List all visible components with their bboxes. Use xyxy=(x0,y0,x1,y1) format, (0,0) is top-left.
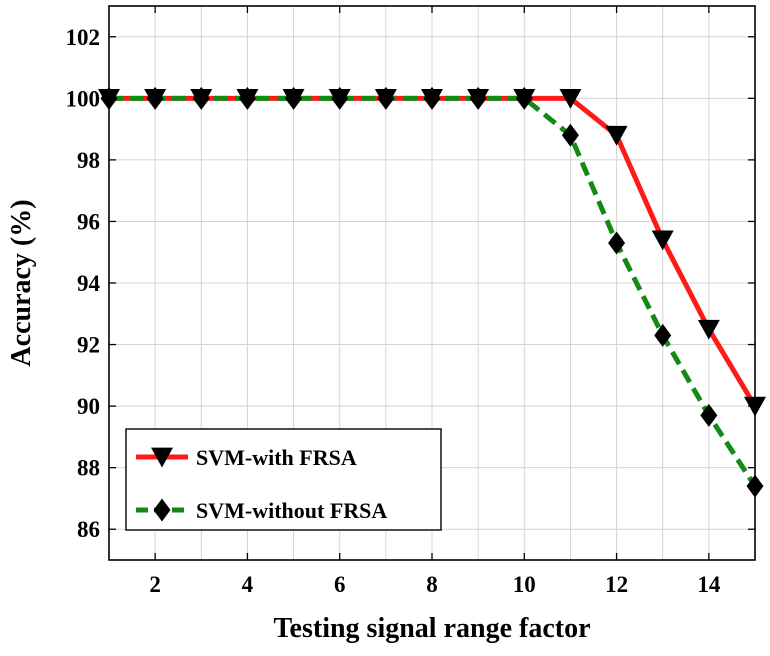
tick-layer: 2 4 6 8 10 12 14 86 88 90 92 94 96 98 100 102 xyxy=(66,6,755,597)
series-2-point xyxy=(192,86,210,110)
series-2-point xyxy=(654,323,672,347)
series-2-point xyxy=(377,86,395,110)
series-2-point xyxy=(146,86,164,110)
legend-marker-2 xyxy=(153,498,171,522)
x-axis-title: Testing signal range factor xyxy=(273,613,590,644)
x-tick-label: 4 xyxy=(242,572,254,597)
series-2-point xyxy=(700,403,718,427)
y-tick-label: 94 xyxy=(77,271,101,296)
x-tick-label: 10 xyxy=(513,572,536,597)
series-2-point xyxy=(515,86,533,110)
legend-label-2: SVM-without FRSA xyxy=(196,498,387,523)
y-tick-label: 96 xyxy=(77,209,100,234)
y-tick-label: 88 xyxy=(77,456,100,481)
x-tick-label: 8 xyxy=(426,572,438,597)
y-tick-label: 86 xyxy=(77,517,100,542)
series-1-point xyxy=(559,88,582,109)
legend-marker-1 xyxy=(151,447,173,468)
x-tick-label: 6 xyxy=(334,572,346,597)
y-tick-label: 100 xyxy=(66,86,101,111)
series-1-point xyxy=(697,319,720,340)
series-2-point xyxy=(331,86,349,110)
series-2-point xyxy=(285,86,303,110)
y-tick-label: 90 xyxy=(77,394,100,419)
x-tick-label: 12 xyxy=(605,572,628,597)
series-layer xyxy=(98,86,766,498)
y-tick-label: 92 xyxy=(77,333,100,358)
y-tick-label: 102 xyxy=(66,25,101,50)
series-1-point xyxy=(605,125,628,146)
series-2-point xyxy=(238,86,256,110)
series-2-group xyxy=(100,86,764,498)
series-2-point xyxy=(561,123,579,147)
series-2-point xyxy=(423,86,441,110)
series-1-point xyxy=(651,230,674,251)
series-2-point xyxy=(469,86,487,110)
x-tick-label: 2 xyxy=(149,572,161,597)
y-axis-title: Accuracy (%) xyxy=(6,199,37,366)
legend-label-1: SVM-with FRSA xyxy=(196,445,357,470)
series-2-point xyxy=(608,231,626,255)
x-tick-label: 14 xyxy=(697,572,721,597)
legend: SVM-with FRSA SVM-without FRSA xyxy=(125,428,442,531)
y-tick-label: 98 xyxy=(77,148,100,173)
legend-box xyxy=(125,428,442,531)
